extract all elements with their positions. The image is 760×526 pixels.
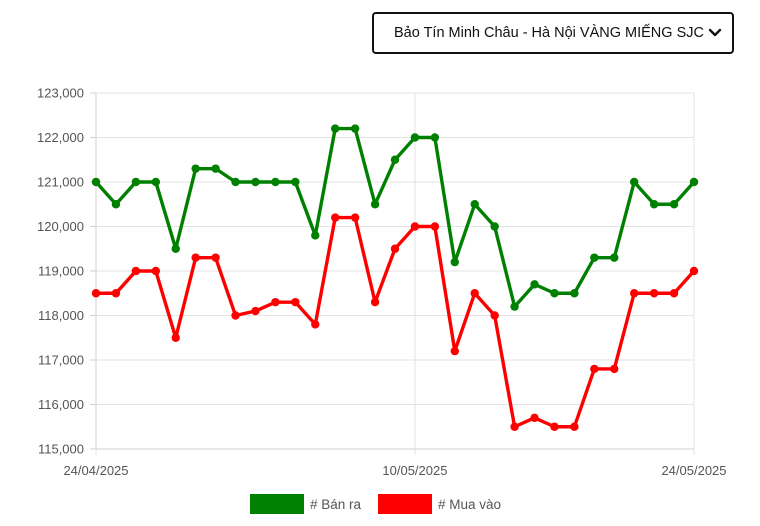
series-line	[94, 126, 696, 309]
series-mua-vao	[91, 213, 699, 431]
data-point[interactable]	[191, 164, 200, 173]
data-point[interactable]	[410, 133, 420, 142]
data-point[interactable]	[490, 222, 499, 231]
x-tick-label: 10/05/2025	[382, 463, 447, 478]
data-point[interactable]	[510, 422, 519, 431]
data-point[interactable]	[291, 297, 300, 307]
data-point[interactable]	[410, 222, 420, 231]
data-point[interactable]	[530, 280, 539, 289]
data-point[interactable]	[291, 177, 300, 187]
data-point[interactable]	[331, 213, 340, 222]
data-point[interactable]	[610, 364, 619, 374]
x-tick-label: 24/05/2025	[661, 463, 726, 478]
data-point[interactable]	[231, 177, 240, 187]
data-point[interactable]	[231, 311, 240, 320]
data-point[interactable]	[311, 231, 320, 240]
data-point[interactable]	[550, 422, 559, 431]
y-tick-label: 119,000	[38, 264, 84, 279]
data-point[interactable]	[669, 200, 679, 209]
data-point[interactable]	[470, 289, 479, 298]
y-tick-label: 123,000	[37, 86, 84, 101]
data-point[interactable]	[251, 306, 260, 316]
legend-swatch[interactable]	[250, 494, 304, 514]
data-point[interactable]	[91, 289, 101, 298]
data-point[interactable]	[251, 177, 260, 187]
y-axis: 115,000 116,000 117,000 118,000 119,000 120,0…	[37, 86, 84, 457]
chart-series	[91, 124, 699, 431]
series-ban-ra	[91, 124, 699, 311]
x-tick-label: 24/04/2025	[63, 463, 128, 478]
data-point[interactable]	[331, 124, 340, 133]
data-point[interactable]	[171, 244, 180, 253]
data-point[interactable]	[530, 413, 539, 423]
data-point[interactable]	[470, 200, 479, 209]
y-tick-label: 115,000	[38, 442, 84, 457]
data-point[interactable]	[570, 289, 579, 298]
data-point[interactable]	[610, 253, 619, 262]
data-point[interactable]	[649, 289, 659, 298]
y-tick-label: 116,000	[38, 397, 84, 412]
data-point[interactable]	[370, 200, 380, 209]
data-point[interactable]	[131, 266, 141, 276]
chart-legend: # Bán ra # Mua vào	[250, 494, 501, 514]
data-point[interactable]	[450, 257, 459, 267]
data-point[interactable]	[630, 177, 639, 187]
data-point[interactable]	[390, 244, 400, 253]
data-point[interactable]	[350, 124, 360, 133]
data-point[interactable]	[111, 289, 121, 298]
data-point[interactable]	[450, 346, 459, 356]
x-axis: 24/04/2025 10/05/2025 24/05/2025	[63, 463, 726, 478]
legend-label[interactable]: # Mua vào	[438, 497, 501, 512]
product-select-label: Bảo Tín Minh Châu - Hà Nội VÀNG MIẾNG SJ…	[394, 25, 704, 41]
data-point[interactable]	[550, 289, 559, 298]
data-point[interactable]	[91, 177, 101, 187]
chevron-down-icon	[704, 23, 726, 43]
data-point[interactable]	[649, 200, 659, 209]
data-point[interactable]	[171, 333, 180, 342]
data-point[interactable]	[689, 266, 699, 276]
y-tick-label: 121,000	[37, 175, 84, 190]
data-point[interactable]	[311, 320, 320, 329]
data-point[interactable]	[271, 177, 280, 187]
data-point[interactable]	[430, 133, 440, 142]
legend-label[interactable]: # Bán ra	[310, 497, 362, 512]
data-point[interactable]	[689, 177, 699, 187]
data-point[interactable]	[510, 302, 519, 311]
y-tick-label: 118,000	[38, 308, 84, 323]
data-point[interactable]	[211, 253, 220, 262]
data-point[interactable]	[211, 164, 220, 173]
data-point[interactable]	[350, 213, 360, 222]
data-point[interactable]	[590, 253, 599, 262]
legend-swatch[interactable]	[378, 494, 432, 514]
data-point[interactable]	[131, 177, 141, 187]
y-tick-label: 120,000	[37, 219, 84, 234]
data-point[interactable]	[111, 200, 121, 209]
data-point[interactable]	[669, 289, 679, 298]
y-tick-label: 122,000	[37, 130, 84, 145]
data-point[interactable]	[271, 297, 280, 307]
data-point[interactable]	[570, 422, 579, 431]
data-point[interactable]	[590, 364, 599, 374]
data-point[interactable]	[490, 311, 499, 320]
chart-grid	[90, 92, 695, 455]
product-select[interactable]: Bảo Tín Minh Châu - Hà Nội VÀNG MIẾNG SJ…	[372, 12, 734, 54]
data-point[interactable]	[430, 222, 440, 231]
data-point[interactable]	[151, 177, 160, 187]
data-point[interactable]	[370, 297, 380, 307]
data-point[interactable]	[390, 155, 400, 164]
data-point[interactable]	[151, 266, 160, 276]
y-tick-label: 117,000	[38, 353, 84, 368]
data-point[interactable]	[630, 289, 639, 298]
data-point[interactable]	[191, 253, 200, 262]
